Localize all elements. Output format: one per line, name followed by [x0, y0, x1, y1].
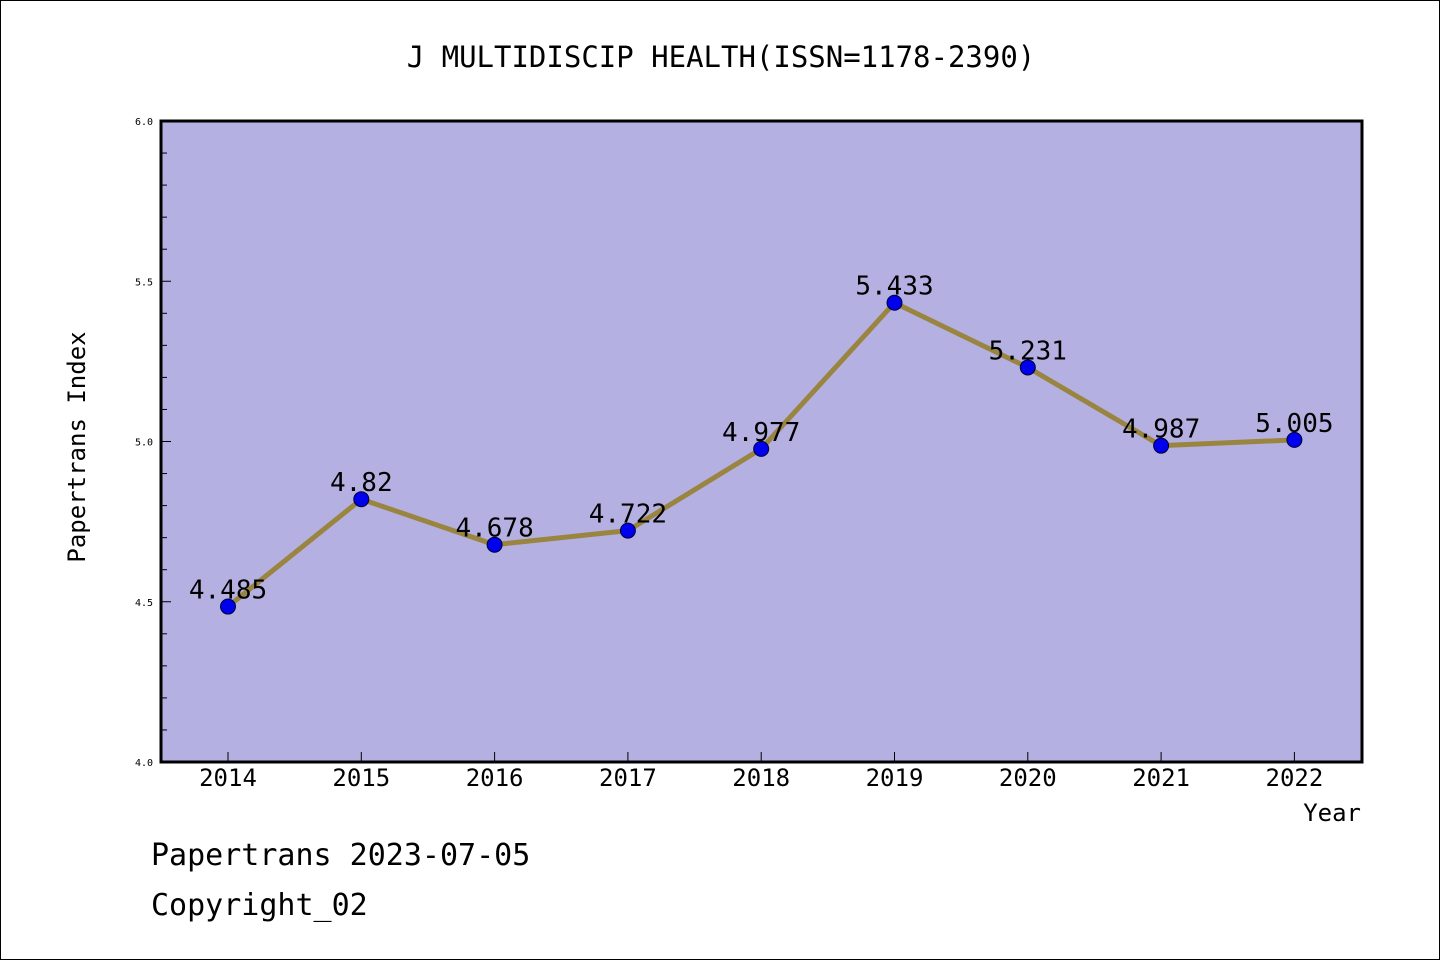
- y-tick-label: 5.5: [135, 277, 153, 288]
- data-label: 4.987: [1122, 415, 1200, 445]
- x-tick-label: 2014: [199, 764, 257, 792]
- data-point: [619, 522, 636, 539]
- data-label: 4.485: [189, 576, 267, 606]
- x-axis-label: Year: [1303, 799, 1361, 827]
- data-label: 5.433: [855, 272, 933, 302]
- x-tick-label: 2022: [1266, 764, 1324, 792]
- data-point: [486, 536, 503, 553]
- y-axis-label: Papertrans Index: [63, 331, 91, 562]
- data-labels: 4.485 4.82 4.678 4.722 4.977 5.433 5.231 4.987 5…: [189, 272, 1334, 606]
- data-point: [886, 294, 903, 311]
- data-label: 4.678: [455, 514, 533, 544]
- y-tick-label: 5.0: [135, 438, 153, 449]
- x-tick-label: 2020: [999, 764, 1057, 792]
- footer-copyright: Copyright_02: [151, 888, 368, 923]
- x-axis: 2014 2015 2016 2017 2018 2019 2020 2021 2022: [199, 752, 1323, 792]
- series-line: [220, 294, 1303, 615]
- data-label: 4.82: [330, 468, 393, 498]
- y-tick-label: 4.5: [135, 598, 153, 609]
- x-tick-label: 2017: [599, 764, 657, 792]
- y-axis: 4.0 4.5 5.0 5.5 6.0: [135, 117, 171, 769]
- x-tick-label: 2021: [1132, 764, 1190, 792]
- x-tick-label: 2019: [866, 764, 924, 792]
- footer-date: Papertrans 2023-07-05: [151, 838, 530, 873]
- data-point: [353, 491, 370, 508]
- data-point: [753, 440, 770, 457]
- data-label: 5.231: [989, 336, 1067, 366]
- data-label: 4.722: [589, 500, 667, 530]
- x-tick-label: 2018: [732, 764, 790, 792]
- data-label: 5.005: [1255, 409, 1333, 439]
- data-point: [220, 598, 236, 615]
- y-tick-label: 6.0: [135, 117, 153, 128]
- data-point: [1286, 431, 1303, 448]
- chart-title: J MULTIDISCIP HEALTH(ISSN=1178-2390): [407, 40, 1036, 74]
- x-tick-label: 2015: [332, 764, 390, 792]
- y-tick-label: 4.0: [135, 758, 153, 769]
- data-point: [1019, 359, 1036, 376]
- data-label: 4.977: [722, 418, 800, 448]
- x-tick-label: 2016: [466, 764, 524, 792]
- data-point: [1153, 437, 1170, 454]
